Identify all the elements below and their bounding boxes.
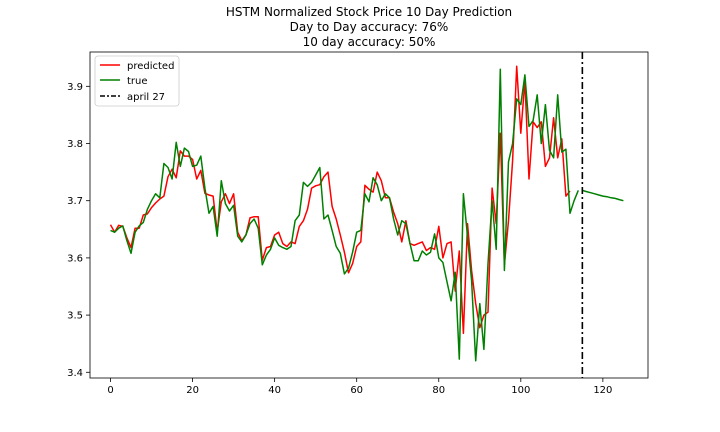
series-line-true-forecast <box>582 189 624 202</box>
x-tick-label: 0 <box>107 385 113 396</box>
y-tick-label: 3.4 <box>67 368 83 379</box>
y-tick-label: 3.9 <box>67 82 83 93</box>
chart-title-line-2: Day to Day accuracy: 76% <box>290 20 449 34</box>
y-tick-label: 3.8 <box>67 139 83 150</box>
chart-title-line-1: HSTM Normalized Stock Price 10 Day Predi… <box>226 5 512 19</box>
legend: predicted true april 27 <box>94 55 180 107</box>
x-tick-label: 80 <box>432 385 445 396</box>
y-tick-label: 3.7 <box>67 196 83 207</box>
series-layer <box>109 65 624 362</box>
legend-april-27-label: april 27 <box>127 92 165 103</box>
axes-background <box>90 52 648 378</box>
legend-box <box>94 55 180 107</box>
plot-area: 0 20 40 60 80 100 120 3.4 3.5 3.6 3.7 3.8 3.9 <box>67 51 649 396</box>
series-line-true <box>110 68 579 362</box>
x-axis-ticks: 0 20 40 60 80 100 120 <box>107 378 612 396</box>
axes-frame <box>89 51 649 379</box>
x-tick-label: 20 <box>186 385 199 396</box>
y-tick-label: 3.6 <box>67 253 83 264</box>
x-tick-label: 60 <box>350 385 363 396</box>
y-axis-ticks: 3.4 3.5 3.6 3.7 3.8 3.9 <box>67 82 90 379</box>
series-line-predicted <box>109 65 571 335</box>
chart-title-line-3: 10 day accuracy: 50% <box>303 35 436 49</box>
x-tick-label: 100 <box>511 385 530 396</box>
legend-true-label: true <box>127 76 148 87</box>
x-tick-label: 120 <box>593 385 612 396</box>
x-tick-label: 40 <box>268 385 281 396</box>
y-tick-label: 3.5 <box>67 311 83 322</box>
legend-predicted-label: predicted <box>127 61 174 72</box>
